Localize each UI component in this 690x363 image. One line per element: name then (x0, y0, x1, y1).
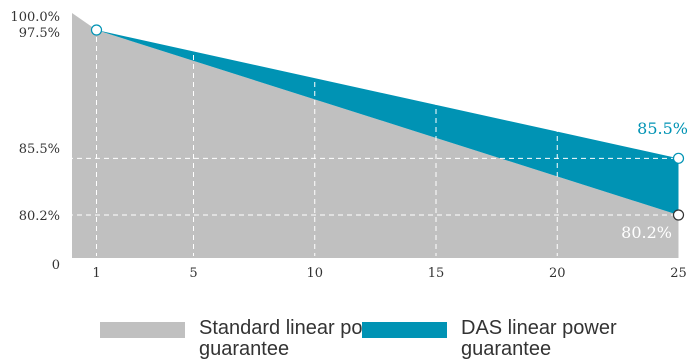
legend-item-standard: Standard linear power guarantee (100, 318, 429, 360)
legend-swatch-das (362, 322, 447, 338)
standard-end-marker (672, 209, 685, 221)
x-tick-label: 15 (428, 266, 445, 281)
y-tick-label: 85.5% (19, 142, 60, 157)
legend: Standard linear power guarantee DAS line… (0, 318, 690, 363)
start-point-marker (90, 24, 103, 36)
x-tick-label: 20 (549, 266, 566, 281)
standard-end-label: 80.2% (621, 223, 672, 242)
legend-swatch-standard (100, 322, 185, 338)
y-tick-label: 97.5% (19, 26, 60, 41)
legend-item-das: DAS linear power guarantee (362, 318, 661, 360)
x-tick-label: 10 (306, 266, 323, 281)
y-tick-label: 0 (52, 258, 60, 273)
das-end-label: 85.5% (637, 119, 688, 138)
chart-areas (72, 13, 679, 258)
x-tick-label: 1 (92, 266, 100, 281)
data-markers (90, 24, 685, 221)
y-tick-label: 100.0% (10, 10, 60, 25)
legend-label-standard: Standard linear power guarantee (199, 317, 395, 360)
y-tick-label: 80.2% (19, 209, 60, 224)
grid-lines (68, 28, 679, 256)
legend-label-das: DAS linear power guarantee (461, 317, 617, 360)
x-tick-label: 25 (670, 266, 687, 281)
das-area (96, 30, 679, 215)
x-tick-label: 5 (189, 266, 197, 281)
standard-area (72, 13, 679, 258)
x-axis-labels: 1 5 10 15 20 25 (92, 266, 686, 281)
area-chart: 100.0% 97.5% 85.5% 80.2% 0 1 5 10 15 20 25 85… (10, 10, 688, 281)
y-axis-labels: 100.0% 97.5% 85.5% 80.2% 0 (10, 10, 60, 273)
das-end-marker (672, 152, 685, 164)
